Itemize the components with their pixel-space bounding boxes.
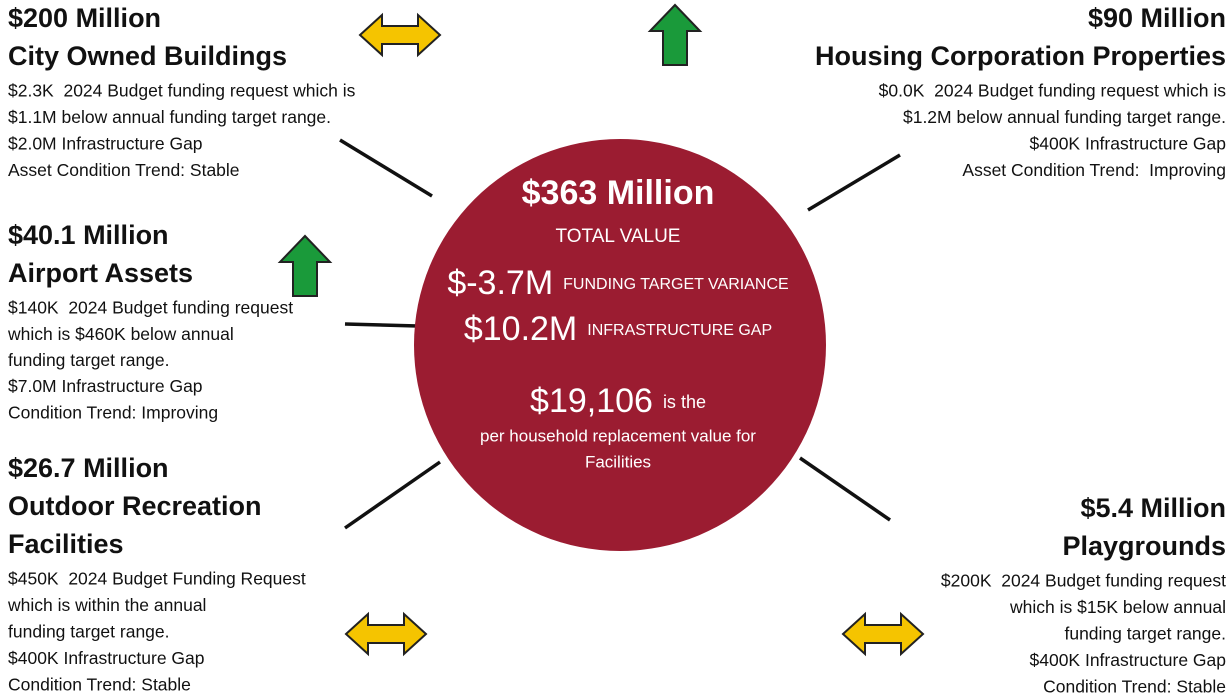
- section-value: $200 Million: [8, 3, 161, 33]
- section-title: City Owned Buildings: [8, 41, 287, 71]
- household-suffix: is the: [663, 392, 706, 412]
- variance-label: FUNDING TARGET VARIANCE: [563, 276, 789, 293]
- household-value: $19,106: [530, 382, 653, 420]
- section-detail: Asset Condition Trend: Stable: [8, 160, 240, 180]
- section-detail: $140K 2024 Budget funding request: [8, 298, 293, 318]
- stable-arrow: [345, 613, 427, 655]
- section-title: Playgrounds: [1062, 531, 1226, 561]
- household-line: Facilities: [585, 452, 651, 471]
- section-detail: $400K Infrastructure Gap: [1030, 650, 1227, 670]
- stable-arrow: [359, 14, 441, 56]
- connector: [344, 322, 419, 328]
- section: $90 Million Housing Corporation Propertie…: [815, 3, 1226, 180]
- section-detail: Condition Trend: Stable: [1043, 677, 1226, 696]
- total-label: TOTAL VALUE: [556, 226, 681, 247]
- section-detail: $400K Infrastructure Gap: [8, 648, 205, 668]
- section: $5.4 Million Playgrounds $200K 2024 Budget…: [941, 493, 1226, 696]
- connectors: [339, 138, 901, 530]
- sections: $200 Million City Owned Buildings $2.3K 20…: [7, 3, 1226, 696]
- connector: [339, 138, 433, 198]
- section-title: Airport Assets: [8, 258, 193, 288]
- gap-value: $10.2M: [464, 310, 577, 348]
- section-detail: funding target range.: [8, 622, 170, 642]
- connector: [799, 456, 891, 522]
- section-detail: $1.2M below annual funding target range.: [903, 107, 1226, 127]
- section: $26.7 Million Outdoor Recreation Facilitie…: [7, 453, 306, 695]
- improving-arrow: [649, 4, 701, 66]
- section-detail: $400K Infrastructure Gap: [1030, 134, 1227, 154]
- section-title: Facilities: [8, 529, 124, 559]
- household: $19,106 is the: [530, 382, 706, 420]
- gap: $10.2M INFRASTRUCTURE GAP: [464, 310, 772, 348]
- section-detail: Condition Trend: Stable: [8, 675, 191, 695]
- stable-arrow: [842, 613, 924, 655]
- connector: [344, 460, 441, 530]
- section: $200 Million City Owned Buildings $2.3K 20…: [8, 3, 356, 180]
- connector: [807, 153, 901, 212]
- section-detail: which is $15K below annual: [1009, 597, 1226, 617]
- section-detail: $1.1M below annual funding target range.: [8, 107, 331, 127]
- variance-value: $-3.7M: [447, 264, 553, 302]
- section-value: $90 Million: [1088, 3, 1226, 33]
- section-detail: which is within the annual: [7, 595, 206, 615]
- section-detail: $0.0K 2024 Budget funding request which …: [879, 81, 1227, 101]
- household-line: per household replacement value for: [480, 426, 756, 445]
- improving-arrow: [279, 235, 331, 297]
- section-detail: $2.3K 2024 Budget funding request which …: [8, 81, 356, 101]
- section-detail: funding target range.: [1064, 624, 1226, 644]
- variance: $-3.7M FUNDING TARGET VARIANCE: [447, 264, 788, 302]
- section: $40.1 Million Airport Assets $140K 2024 Bu…: [7, 220, 293, 422]
- total-value: $363 Million: [522, 174, 715, 212]
- section-value: $40.1 Million: [8, 220, 169, 250]
- section-title: Outdoor Recreation: [8, 491, 262, 521]
- section-detail: funding target range.: [8, 350, 170, 370]
- gap-label: INFRASTRUCTURE GAP: [587, 322, 772, 339]
- section-detail: Condition Trend: Improving: [8, 402, 218, 422]
- section-value: $26.7 Million: [8, 453, 169, 483]
- section-detail: $2.0M Infrastructure Gap: [8, 134, 203, 154]
- center-circle: [414, 139, 826, 551]
- household-lines: per household replacement value for Facil…: [480, 426, 756, 471]
- section-detail: $450K 2024 Budget Funding Request: [8, 569, 306, 589]
- section-title: Housing Corporation Properties: [815, 41, 1226, 71]
- section-value: $5.4 Million: [1080, 493, 1226, 523]
- section-detail: $7.0M Infrastructure Gap: [8, 376, 203, 396]
- section-detail: $200K 2024 Budget funding request: [941, 571, 1226, 591]
- section-detail: Asset Condition Trend: Improving: [962, 160, 1226, 180]
- section-detail: which is $460K below annual: [7, 324, 234, 344]
